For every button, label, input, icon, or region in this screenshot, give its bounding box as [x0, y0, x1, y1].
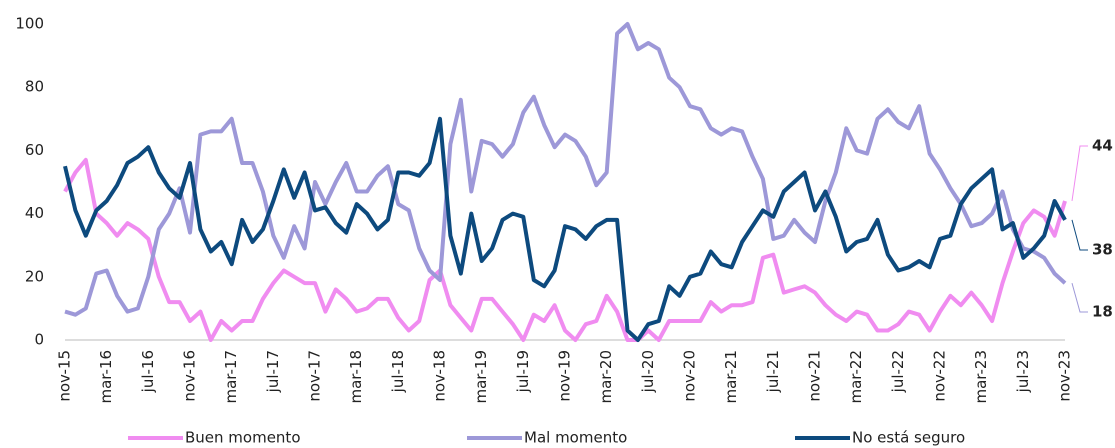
x-tick-label: nov-21 — [806, 350, 824, 402]
x-tick-label: mar-22 — [847, 350, 865, 404]
end-label: 38 — [1092, 241, 1113, 259]
x-tick-label: jul-23 — [1014, 350, 1032, 393]
x-tick-label: mar-18 — [347, 350, 365, 404]
x-tick-label: mar-20 — [597, 350, 615, 404]
x-tick-label: jul-16 — [139, 350, 157, 393]
end-connector — [1071, 145, 1088, 202]
x-tick-label: mar-19 — [472, 350, 490, 404]
x-tick-label: mar-23 — [972, 350, 990, 404]
legend-label: No está seguro — [852, 429, 965, 447]
x-tick-label: nov-19 — [556, 350, 574, 402]
y-tick-label: 80 — [25, 78, 44, 96]
y-tick-label: 20 — [25, 267, 44, 285]
x-tick-label: nov-15 — [56, 350, 74, 402]
y-tick-label: 0 — [34, 331, 44, 349]
x-tick-label: mar-16 — [97, 350, 115, 404]
legend-label: Mal momento — [524, 429, 627, 447]
x-tick-label: jul-20 — [639, 350, 657, 393]
x-tick-label: nov-18 — [431, 350, 449, 402]
x-tick-label: jul-17 — [264, 350, 282, 393]
x-tick-label: mar-21 — [722, 350, 740, 404]
end-label: 44 — [1092, 137, 1113, 155]
x-tick-label: jul-21 — [764, 350, 782, 393]
legend-label: Buen momento — [185, 429, 301, 447]
y-tick-label: 40 — [25, 204, 44, 222]
x-tick-label: nov-20 — [681, 350, 699, 402]
series-line — [63, 157, 1067, 342]
series-line — [64, 22, 1067, 317]
end-connector — [1071, 219, 1088, 251]
series-line — [63, 116, 1067, 342]
x-tick-label: nov-16 — [181, 350, 199, 402]
x-tick-label: mar-17 — [222, 350, 240, 404]
x-tick-label: jul-18 — [389, 350, 407, 393]
x-tick-label: jul-22 — [889, 350, 907, 393]
x-tick-label: nov-17 — [306, 350, 324, 402]
end-label: 18 — [1092, 303, 1113, 321]
y-tick-label: 100 — [15, 15, 44, 33]
x-tick-label: nov-23 — [1056, 350, 1074, 402]
x-tick-label: nov-22 — [931, 350, 949, 402]
x-tick-label: jul-19 — [514, 350, 532, 393]
end-connector — [1071, 282, 1088, 313]
y-tick-label: 60 — [25, 141, 44, 159]
